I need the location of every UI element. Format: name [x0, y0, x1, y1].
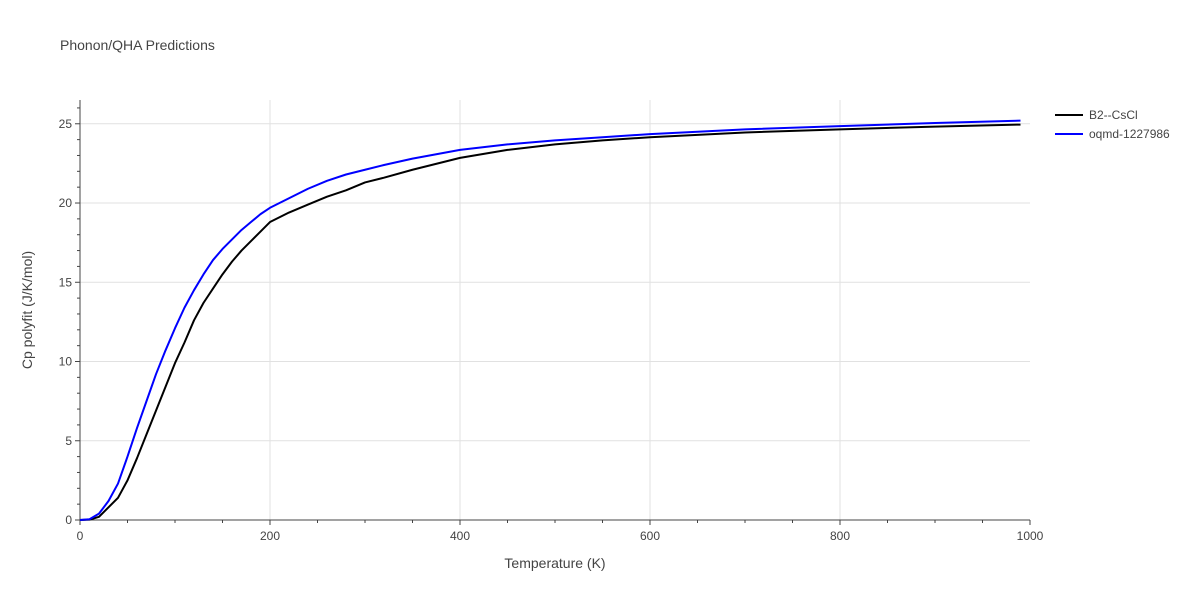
legend-label: B2--CsCl	[1089, 108, 1138, 122]
axes	[75, 100, 1031, 525]
x-tick-label: 1000	[1017, 529, 1044, 543]
y-tick-label: 25	[59, 117, 73, 131]
chart-title: Phonon/QHA Predictions	[60, 37, 215, 53]
x-axis-title: Temperature (K)	[504, 555, 605, 571]
legend[interactable]: B2--CsCl oqmd-1227986	[1055, 108, 1170, 141]
y-axis-title: Cp polyfit (J/K/mol)	[19, 251, 35, 369]
series-line-2	[79, 119, 1021, 521]
x-tick-label: 400	[450, 529, 470, 543]
legend-item-2[interactable]: oqmd-1227986	[1055, 127, 1170, 141]
x-tick-label: 200	[260, 529, 280, 543]
x-tick-label: 600	[640, 529, 660, 543]
x-tick-label: 800	[830, 529, 850, 543]
legend-label: oqmd-1227986	[1089, 127, 1170, 141]
series-line-1	[79, 123, 1021, 521]
grid	[80, 100, 1030, 520]
legend-item-1[interactable]: B2--CsCl	[1055, 108, 1138, 122]
plot-area	[79, 119, 1021, 521]
y-tick-label: 15	[59, 275, 73, 289]
y-tick-labels: 0 5 10 15 20 25	[59, 117, 73, 527]
x-tick-labels: 0 200 400 600 800 1000	[77, 529, 1044, 543]
y-tick-label: 5	[65, 434, 72, 448]
x-tick-label: 0	[77, 529, 84, 543]
y-tick-label: 0	[65, 513, 72, 527]
y-tick-label: 10	[59, 355, 73, 369]
y-tick-label: 20	[59, 196, 73, 210]
